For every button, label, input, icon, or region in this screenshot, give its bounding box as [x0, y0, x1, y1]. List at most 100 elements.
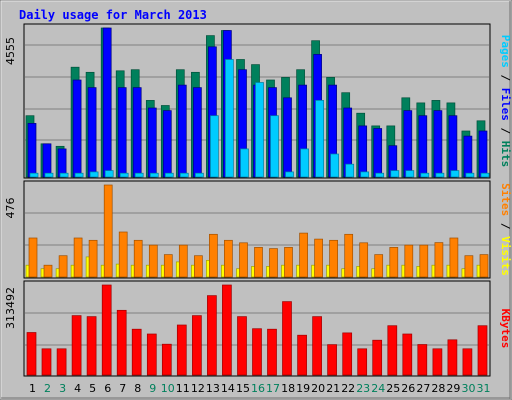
bar-kbytes [342, 332, 353, 376]
bar-files [72, 79, 82, 178]
bar-kbytes [161, 343, 172, 376]
y-axis-max-label: 313492 [4, 287, 17, 329]
bar-kbytes [312, 316, 322, 376]
x-tick-label: 7 [119, 382, 126, 395]
bar-sites [209, 233, 218, 278]
x-tick-label: 11 [176, 382, 190, 395]
legend-series-label: KBytes [499, 309, 512, 349]
bar-pages [390, 170, 400, 178]
bar-pages [29, 172, 39, 178]
bar-pages [255, 82, 264, 178]
bar-pages [435, 172, 445, 178]
bar-sites [194, 255, 203, 278]
bar-kbytes [131, 328, 142, 376]
bar-files [418, 115, 428, 178]
bar-kbytes [237, 316, 247, 376]
bar-files [403, 110, 413, 178]
x-tick-label: 27 [416, 382, 430, 395]
bar-pages [74, 172, 84, 178]
bar-pages [315, 100, 324, 178]
bar-pages [59, 172, 69, 178]
bar-sites [133, 239, 143, 278]
bar-pages [480, 172, 490, 178]
bar-pages [330, 153, 339, 178]
bar-files [117, 87, 127, 178]
bar-kbytes [26, 332, 37, 376]
bar-kbytes [252, 328, 262, 376]
y-axis-max-label: 476 [4, 198, 17, 219]
bar-kbytes [282, 301, 292, 376]
x-tick-label: 1 [29, 382, 36, 395]
x-tick-label: 14 [221, 382, 235, 395]
bar-kbytes [116, 309, 127, 376]
bar-kbytes [357, 348, 368, 376]
bar-files [87, 87, 97, 178]
bar-files [102, 27, 112, 178]
legend-series-label: / [499, 121, 512, 141]
bar-kbytes [402, 333, 413, 376]
bar-sites [103, 184, 113, 278]
bar-kbytes [462, 348, 473, 376]
bar-files [193, 87, 202, 178]
bar-sites [464, 255, 474, 278]
bar-kbytes [432, 348, 443, 376]
bar-pages [465, 172, 475, 178]
bar-kbytes [222, 284, 232, 376]
bar-sites [389, 247, 399, 278]
bar-sites [178, 244, 188, 278]
x-tick-label: 30 [462, 382, 476, 395]
bar-kbytes [101, 284, 112, 376]
x-tick-label: 25 [386, 382, 400, 395]
chart-panel-3: 313492 KBytes [4, 280, 512, 377]
x-tick-label: 23 [356, 382, 370, 395]
bar-pages [119, 172, 129, 178]
legend-series-label: Visits [499, 236, 512, 276]
bar-pages [44, 172, 54, 178]
bar-sites [284, 247, 293, 278]
bar-kbytes [192, 315, 202, 376]
bar-pages [225, 59, 234, 178]
bar-pages [195, 172, 204, 178]
bar-pages [285, 171, 294, 178]
bar-sites [254, 247, 263, 278]
x-tick-label: 21 [326, 382, 340, 395]
bar-pages [149, 172, 159, 178]
legend-series-label: Hits [499, 141, 512, 168]
bar-pages [345, 163, 355, 178]
bar-kbytes [372, 339, 383, 376]
x-tick-label: 9 [149, 382, 156, 395]
x-tick-label: 20 [311, 382, 325, 395]
bar-files [283, 97, 292, 178]
legend-series-label: / [499, 216, 512, 236]
bar-sites [28, 237, 38, 278]
bar-kbytes [327, 344, 337, 376]
bar-kbytes [267, 328, 277, 376]
bar-files [162, 110, 172, 178]
bar-sites [224, 239, 233, 278]
x-tick-label: 19 [296, 382, 310, 395]
bar-kbytes [417, 344, 428, 376]
bar-sites [479, 254, 489, 278]
bar-pages [164, 172, 174, 178]
chart-title: Daily usage for March 2013 [19, 8, 207, 22]
bar-sites [239, 242, 248, 278]
bar-sites [449, 237, 459, 278]
x-tick-label: 10 [161, 382, 175, 395]
x-tick-label: 2 [44, 382, 51, 395]
legend-series-label: Sites [499, 183, 512, 216]
x-tick-label: 31 [477, 382, 491, 395]
bar-sites [314, 238, 323, 278]
bar-sites [118, 231, 128, 278]
bar-sites [43, 264, 53, 278]
bar-pages [405, 170, 415, 178]
legend-series-label: Pages [499, 35, 512, 68]
bar-sites [434, 242, 444, 278]
x-tick-label: 26 [401, 382, 415, 395]
bar-files [177, 84, 187, 178]
bar-files [27, 123, 37, 178]
bar-sites [88, 239, 98, 278]
x-tick-label: 15 [236, 382, 250, 395]
bar-files [147, 107, 157, 178]
bar-sites [163, 254, 173, 278]
